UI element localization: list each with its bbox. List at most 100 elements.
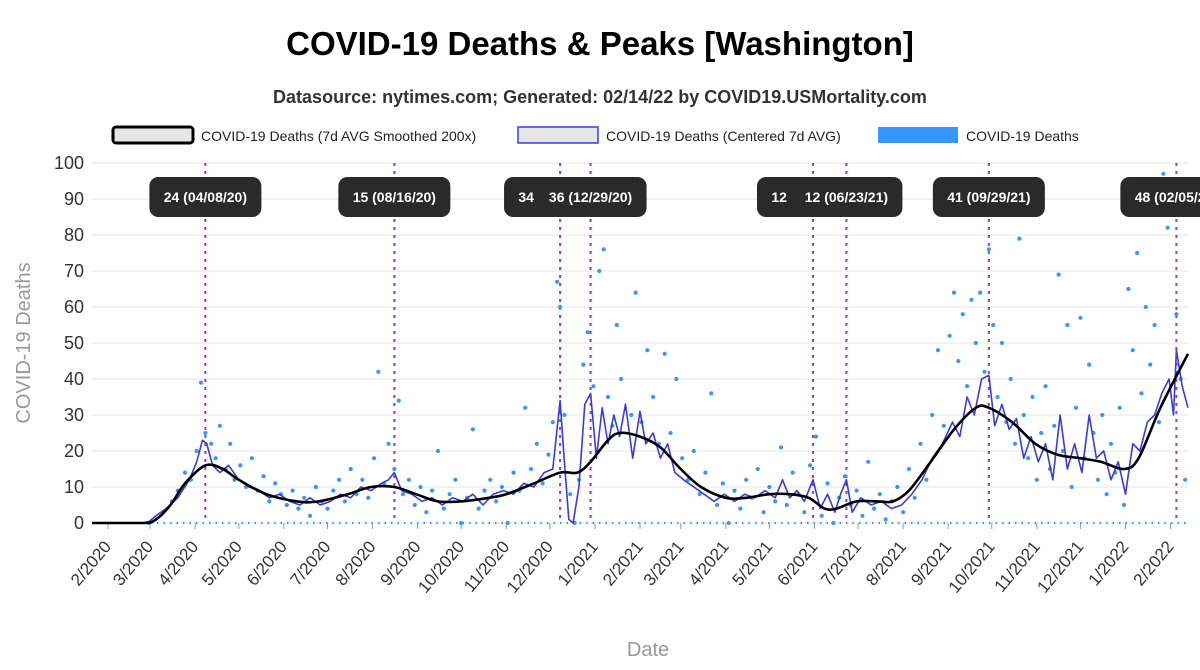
daily-point bbox=[866, 459, 871, 464]
daily-point bbox=[459, 520, 464, 526]
x-tick-label: 12/2021 bbox=[1033, 537, 1087, 596]
daily-point bbox=[1148, 362, 1153, 367]
daily-point bbox=[1108, 441, 1114, 446]
x-tick-label: 12/2020 bbox=[503, 537, 557, 596]
daily-point bbox=[348, 466, 353, 472]
daily-point bbox=[1026, 456, 1031, 461]
daily-point bbox=[523, 405, 528, 410]
daily-point bbox=[238, 463, 243, 468]
daily-point bbox=[540, 481, 545, 486]
daily-point bbox=[290, 488, 295, 493]
daily-point bbox=[1135, 250, 1140, 256]
y-tick-label: 30 bbox=[64, 405, 84, 425]
daily-point bbox=[895, 484, 900, 490]
daily-point bbox=[650, 394, 656, 400]
peak-label-text: 41 (09/29/21) bbox=[947, 189, 1030, 205]
daily-point bbox=[877, 492, 882, 497]
x-tick-label: 5/2021 bbox=[728, 537, 776, 589]
daily-point bbox=[995, 394, 1000, 400]
daily-point bbox=[1043, 384, 1048, 389]
daily-point bbox=[883, 517, 888, 522]
daily-point bbox=[1104, 492, 1109, 497]
daily-point bbox=[930, 412, 935, 418]
daily-point bbox=[396, 398, 401, 403]
series-lines bbox=[91, 349, 1190, 525]
peak-label: 41 (09/29/21) bbox=[932, 177, 1045, 217]
daily-point bbox=[557, 304, 563, 310]
daily-point bbox=[1078, 315, 1083, 320]
daily-point bbox=[986, 247, 991, 252]
daily-point bbox=[217, 423, 223, 428]
daily-point bbox=[1021, 412, 1026, 418]
daily-point bbox=[935, 348, 941, 353]
peak-label-text: 36 (12/29/20) bbox=[549, 189, 632, 205]
legend-swatch-centered bbox=[517, 126, 599, 144]
daily-point bbox=[703, 470, 708, 475]
daily-point bbox=[376, 369, 381, 374]
daily-point bbox=[546, 452, 551, 457]
daily-point bbox=[1017, 236, 1022, 241]
daily-point bbox=[360, 477, 365, 482]
daily-point bbox=[732, 488, 737, 493]
daily-point bbox=[1117, 405, 1122, 410]
x-tick-label: 3/2020 bbox=[109, 537, 157, 589]
daily-point bbox=[1130, 348, 1135, 353]
daily-point bbox=[773, 499, 778, 504]
daily-point bbox=[366, 495, 371, 500]
daily-point bbox=[213, 456, 218, 461]
daily-point bbox=[1069, 484, 1074, 490]
daily-point bbox=[534, 441, 539, 446]
peak-labels: 24 (04/08/20)15 (08/16/20)34 (12/08/20)3… bbox=[149, 177, 1200, 217]
daily-point bbox=[476, 506, 481, 511]
daily-point bbox=[709, 391, 714, 396]
daily-point bbox=[194, 448, 199, 454]
daily-point bbox=[668, 430, 673, 436]
daily-point bbox=[203, 430, 208, 436]
daily-point bbox=[978, 290, 983, 295]
peak-label-box bbox=[790, 177, 903, 217]
daily-point bbox=[412, 502, 417, 508]
daily-point bbox=[645, 348, 650, 353]
daily-point bbox=[435, 448, 441, 454]
daily-point bbox=[307, 513, 313, 518]
daily-point bbox=[273, 481, 278, 486]
daily-point bbox=[1056, 272, 1061, 277]
daily-point bbox=[482, 488, 487, 493]
daily-point bbox=[227, 441, 233, 446]
daily-point bbox=[488, 477, 493, 482]
x-tick-label: 4/2021 bbox=[685, 537, 733, 589]
daily-point bbox=[284, 502, 289, 508]
daily-point bbox=[430, 488, 435, 493]
daily-point bbox=[633, 290, 638, 295]
daily-point bbox=[1182, 477, 1188, 482]
daily-point bbox=[601, 247, 606, 252]
x-tick-label: 6/2021 bbox=[774, 537, 822, 589]
y-tick-label: 60 bbox=[64, 297, 84, 317]
daily-point bbox=[1143, 304, 1148, 310]
x-tick-label: 2/2022 bbox=[1130, 537, 1178, 589]
daily-point bbox=[969, 297, 974, 302]
peak-label-box bbox=[932, 177, 1045, 217]
daily-point bbox=[999, 340, 1005, 346]
daily-point bbox=[296, 506, 301, 511]
daily-point bbox=[854, 488, 859, 493]
daily-point bbox=[614, 322, 619, 328]
daily-point bbox=[960, 312, 965, 317]
daily-point bbox=[392, 466, 397, 472]
daily-point bbox=[1039, 430, 1044, 436]
daily-point bbox=[1095, 477, 1100, 482]
daily-point bbox=[991, 322, 996, 328]
daily-point bbox=[209, 441, 214, 446]
legend-swatch-daily bbox=[878, 127, 958, 143]
legend-label-daily: COVID-19 Deaths bbox=[966, 128, 1079, 144]
daily-point bbox=[691, 448, 696, 454]
daily-point bbox=[802, 510, 807, 515]
daily-point bbox=[956, 358, 961, 364]
daily-point bbox=[568, 492, 573, 497]
daily-point bbox=[1121, 502, 1127, 508]
daily-point bbox=[842, 474, 848, 479]
daily-point bbox=[342, 499, 348, 504]
daily-point bbox=[784, 502, 789, 508]
series-line-smoothed bbox=[91, 353, 1190, 525]
y-tick-label: 80 bbox=[64, 225, 84, 245]
